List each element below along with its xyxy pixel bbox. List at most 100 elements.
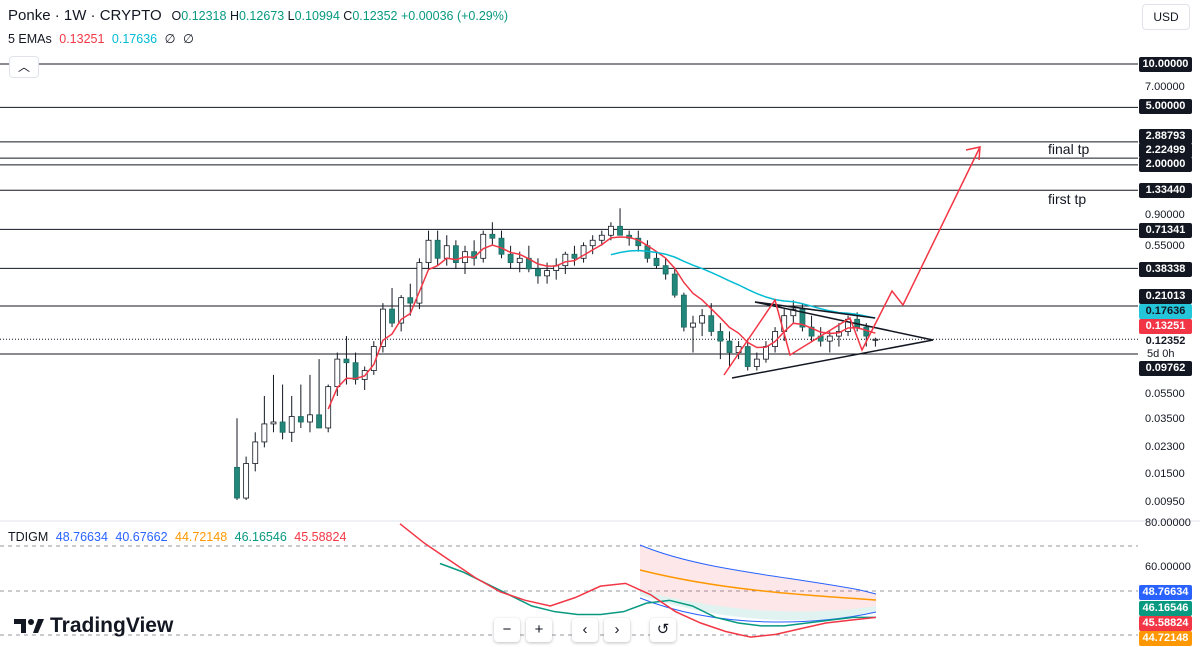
zoom-in-button[interactable]: + xyxy=(526,618,552,642)
zoom-out-button[interactable]: − xyxy=(494,618,520,642)
tradingview-logo-icon xyxy=(14,616,44,636)
axis-tick: 60.00000 xyxy=(1145,561,1191,573)
ema-value-2: 0.17636 xyxy=(111,32,158,46)
projection-arrow xyxy=(723,146,981,376)
candle-body xyxy=(717,331,724,342)
candle-body xyxy=(598,234,605,241)
candle-body xyxy=(744,346,751,367)
ema-cyan-line xyxy=(610,249,876,319)
tradingview-logo[interactable]: TradingView xyxy=(14,614,173,638)
candle-body xyxy=(571,253,578,259)
candle-body xyxy=(252,441,259,464)
candle-body xyxy=(498,237,505,255)
candle-body xyxy=(726,340,733,353)
triangle-upper-line xyxy=(754,301,876,319)
change-readout: +0.00036 (+0.29%) xyxy=(400,9,509,23)
final-tp-label[interactable]: final tp xyxy=(1048,141,1090,157)
candle-body xyxy=(589,239,596,247)
reset-chart-button[interactable]: ↺ xyxy=(650,618,676,642)
axis-tick: 0.55000 xyxy=(1145,240,1185,252)
arrow-head xyxy=(965,146,981,161)
candle-body xyxy=(279,421,286,433)
ema-value-3: ∅ xyxy=(164,32,176,46)
candle-body xyxy=(434,239,441,259)
ema-lines xyxy=(327,236,876,410)
candle-body xyxy=(507,253,514,264)
candle-body xyxy=(872,338,879,341)
level-badge: 1.33440 xyxy=(1139,183,1192,198)
candle-body xyxy=(480,233,487,259)
candle-body xyxy=(425,239,432,264)
candle-body xyxy=(398,297,405,324)
candle-body xyxy=(763,346,769,360)
triangle-pattern xyxy=(731,301,934,379)
tdi-series-line xyxy=(399,523,877,638)
axis-tick: 7.00000 xyxy=(1145,81,1185,93)
ema-legend[interactable]: 5 EMAs 0.13251 0.17636 ∅ ∅ xyxy=(8,32,194,46)
candle-body xyxy=(288,416,295,433)
candle-body xyxy=(535,268,541,277)
axis-tick: 0.02300 xyxy=(1145,441,1185,453)
indicator-badge: 46.16546 xyxy=(1139,601,1192,616)
symbol-header: Ponke · 1W · CRYPTO O0.12318 H0.12673 L0… xyxy=(8,7,508,24)
collapse-legend-button[interactable]: ︿ xyxy=(9,56,39,78)
candle-body xyxy=(352,362,359,380)
candle-body xyxy=(699,315,706,324)
scroll-left-button[interactable]: ‹ xyxy=(572,618,598,642)
candle-body xyxy=(334,358,341,388)
chart-nav-toolbar: − + ‹ › ↺ xyxy=(494,618,676,644)
currency-selector[interactable]: USD xyxy=(1142,4,1190,30)
symbol-title[interactable]: Ponke · 1W · CRYPTO xyxy=(8,7,162,24)
upper-band-line xyxy=(639,544,877,595)
level-badge: 0.38338 xyxy=(1139,262,1192,277)
ohlc-readout: O0.12318 H0.12673 L0.10994 C0.12352 +0.0… xyxy=(171,9,509,23)
first-tp-label[interactable]: first tp xyxy=(1048,191,1087,207)
candle-body xyxy=(343,358,350,364)
candle-body xyxy=(653,257,660,267)
candle-body xyxy=(808,326,815,337)
tdigm-indicator-pane xyxy=(0,520,1200,638)
candle-body xyxy=(297,416,304,423)
ema-badge: 0.17636 xyxy=(1139,304,1192,319)
candle-body xyxy=(389,308,395,324)
mid-band-line xyxy=(639,569,877,601)
candle-body xyxy=(790,308,797,317)
candle-body xyxy=(407,297,414,304)
candle-body xyxy=(516,257,523,264)
drawings-layer xyxy=(723,146,981,379)
candle-body xyxy=(243,463,250,499)
scroll-right-button[interactable]: › xyxy=(604,618,630,642)
lower-band-fill xyxy=(640,590,876,621)
candle-body xyxy=(836,331,842,337)
candle-body xyxy=(489,233,496,239)
level-badge: 5.00000 xyxy=(1139,99,1192,114)
candle-body xyxy=(562,253,569,267)
axis-tick: 0.05500 xyxy=(1145,388,1185,400)
axis-tick: 0.00950 xyxy=(1145,496,1185,508)
axis-tick: 0.03500 xyxy=(1145,413,1185,425)
candle-body xyxy=(544,270,550,277)
level-badge: 0.71341 xyxy=(1139,223,1192,238)
ema-value-4: ∅ xyxy=(182,32,194,46)
level-badge: 0.21013 xyxy=(1139,289,1192,304)
candle-body xyxy=(416,262,423,304)
upper-band-fill xyxy=(640,545,876,612)
brand-name: TradingView xyxy=(50,614,174,637)
level-badge: 2.00000 xyxy=(1139,157,1192,172)
candle-body xyxy=(690,322,696,328)
axis-tick: 0.01500 xyxy=(1145,468,1185,480)
indicator-badge: 45.58824 xyxy=(1139,616,1192,631)
indicator-legend[interactable]: TDIGM 48.76634 40.67662 44.72148 46.1654… xyxy=(8,530,347,544)
indicator-badge: 48.76634 xyxy=(1139,585,1192,600)
chevron-up-icon: ︿ xyxy=(17,60,30,74)
candle-body xyxy=(608,225,614,236)
axis-tick: 0.90000 xyxy=(1145,209,1185,221)
candle-body xyxy=(799,308,806,328)
axis-tick: 80.00000 xyxy=(1145,517,1191,529)
candle-body xyxy=(443,245,450,259)
ema-value-1: 0.13251 xyxy=(59,32,105,46)
last-price-badge: 0.12352 xyxy=(1139,334,1192,349)
horizontal-level-lines xyxy=(0,63,1138,355)
candle-body xyxy=(307,414,313,423)
